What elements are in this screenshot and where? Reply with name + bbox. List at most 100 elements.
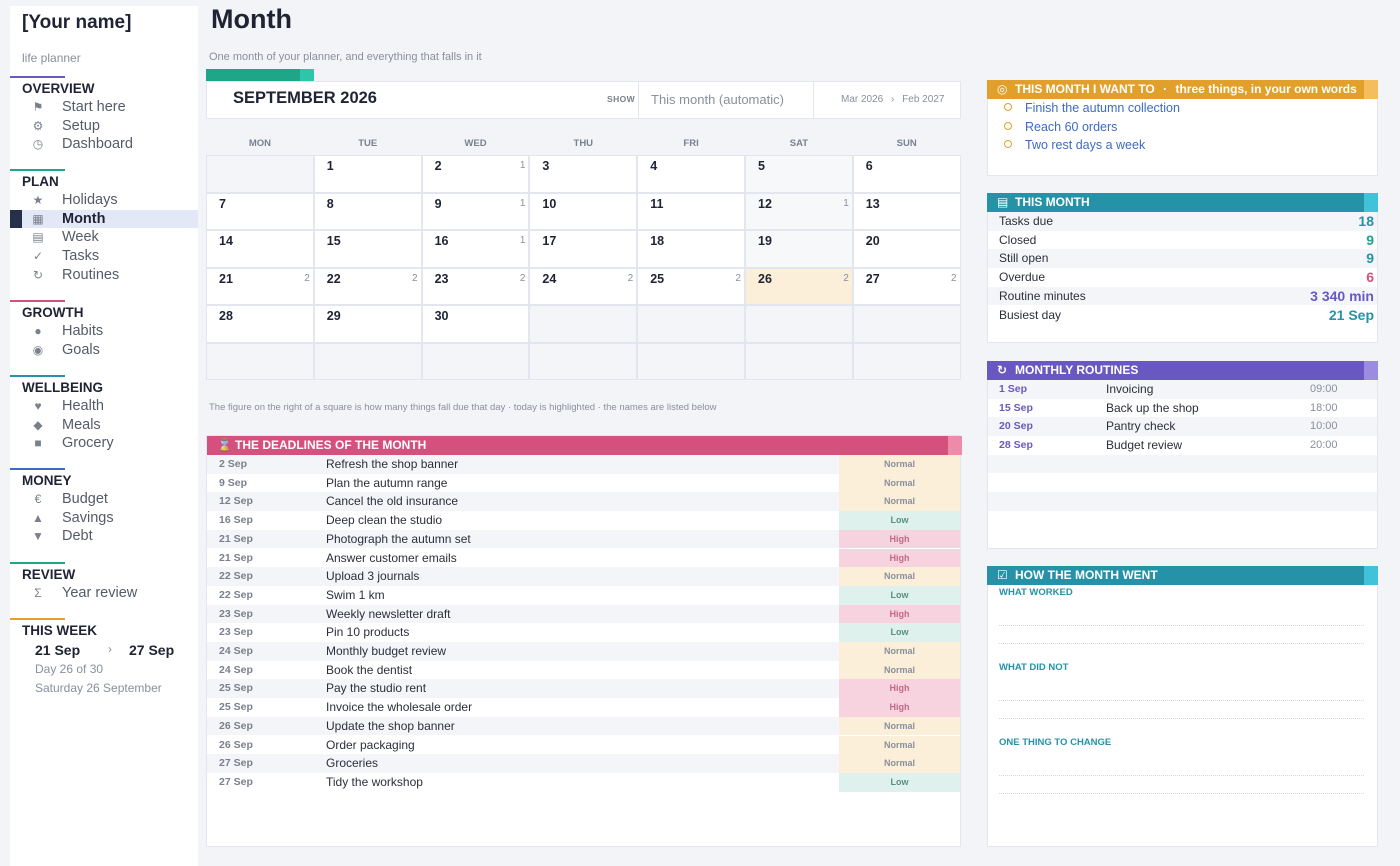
deadline-date: 26 Sep [219,738,253,751]
deadline-row[interactable]: 21 Sep Answer customer emails High [207,548,960,568]
calendar-day[interactable]: 14 [206,230,314,268]
sidebar-item-tasks[interactable]: ✓ Tasks [10,247,198,266]
day-number: 17 [542,234,557,248]
review-line[interactable] [999,700,1364,701]
calendar-day[interactable]: 30 [421,305,530,343]
review-line[interactable] [999,643,1364,644]
deadline-row[interactable]: 25 Sep Pay the studio rent High [207,679,960,699]
sidebar-item-setup[interactable]: ⚙ Setup [10,117,198,136]
deadline-row[interactable]: 21 Sep Photograph the autumn set High [207,529,960,549]
circle-icon [1004,140,1012,149]
deadline-row[interactable]: 23 Sep Weekly newsletter draft High [207,604,960,624]
calendar-day[interactable]: 15 [313,230,422,268]
refresh-icon: ↻ [997,363,1008,377]
calendar-day[interactable]: 11 [637,192,745,230]
deadline-row[interactable]: 16 Sep Deep clean the studio Low [207,511,960,530]
deadline-row[interactable]: 25 Sep Invoice the wholesale order High [207,698,960,717]
calendar-day[interactable]: 24 2 [529,267,638,305]
deadline-row[interactable]: 24 Sep Monthly budget review Normal [207,642,960,661]
calendar-day[interactable]: 6 [852,155,961,193]
calendar-day[interactable]: 17 [529,230,638,268]
sidebar-item-habits[interactable]: ● Habits [10,322,198,341]
routine-row-empty [988,492,1377,511]
deadline-title: Weekly newsletter draft [326,606,451,621]
deadline-row[interactable]: 27 Sep Tidy the workshop Low [207,772,960,792]
sidebar-item-budget[interactable]: € Budget [10,490,198,509]
sidebar-item-holidays[interactable]: ★ Holidays [10,191,198,210]
show-label: SHOW [607,94,636,104]
calendar-day[interactable]: 10 [529,192,638,230]
deadline-row[interactable]: 27 Sep Groceries Normal [207,754,960,773]
deadline-row[interactable]: 26 Sep Update the shop banner Normal [207,716,960,736]
calendar-day[interactable]: 21 2 [206,267,314,305]
calendar-day[interactable]: 5 [745,155,853,193]
calendar-empty-cell [745,305,853,343]
deadline-row[interactable]: 22 Sep Swim 1 km Low [207,585,960,605]
review-line[interactable] [999,718,1364,719]
calendar-day[interactable]: 12 1 [745,192,853,230]
deadline-row[interactable]: 2 Sep Refresh the shop banner Normal [207,455,960,474]
show-select[interactable]: This month (automatic) [638,82,814,118]
review-line[interactable] [999,775,1364,776]
calendar-day[interactable]: 8 [313,192,422,230]
priority-badge: Normal [839,754,960,773]
calendar-day[interactable]: 27 2 [852,267,961,305]
sidebar-item-goals[interactable]: ◉ Goals [10,341,198,360]
sidebar-item-health[interactable]: ♥ Health [10,397,198,416]
calendar-day[interactable]: 7 [206,192,314,230]
calendar-grid-icon: ▦ [32,211,44,226]
sidebar-item-start-here[interactable]: ⚑ Start here [10,98,198,117]
goal-item[interactable]: Reach 60 orders [1004,120,1117,134]
goal-item[interactable]: Two rest days a week [1004,138,1145,152]
calendar-day[interactable]: 13 [852,192,961,230]
due-count: 2 [951,272,957,284]
sidebar-item-routines[interactable]: ↻ Routines [10,266,198,285]
review-line[interactable] [999,793,1364,794]
deadline-row[interactable]: 12 Sep Cancel the old insurance Normal [207,492,960,512]
sidebar-item-savings[interactable]: ▲ Savings [10,509,198,528]
calendar-day[interactable]: 18 [637,230,745,268]
sidebar-item-month[interactable]: ▦ Month [10,209,198,229]
deadline-row[interactable]: 24 Sep Book the dentist Normal [207,660,960,680]
goal-item[interactable]: Finish the autumn collection [1004,101,1180,115]
month-range: Mar 2026 › Feb 2027 [841,94,944,105]
sidebar-item-week[interactable]: ▤ Week [10,228,198,247]
calendar-day[interactable]: 1 [313,155,422,193]
calendar-day[interactable]: 22 2 [313,267,422,305]
calendar-day[interactable]: 16 1 [421,230,530,268]
calendar-day[interactable]: 19 [745,230,853,268]
deadline-row[interactable]: 22 Sep Upload 3 journals Normal [207,567,960,586]
calendar-day[interactable]: 3 [529,155,638,193]
sidebar-item-meals[interactable]: ◆ Meals [10,416,198,435]
sidebar-item-year-review[interactable]: Σ Year review [10,584,198,603]
brand-subtitle: life planner [22,51,81,65]
sidebar-item-grocery[interactable]: ■ Grocery [10,434,198,453]
calendar-day[interactable]: 4 [637,155,745,193]
sidebar-item-label: Savings [62,509,114,526]
goals-title: THIS MONTH I WANT TO [1015,82,1155,96]
deadline-row[interactable]: 23 Sep Pin 10 products Low [207,623,960,642]
sidebar-item-dashboard[interactable]: ◷ Dashboard [10,135,198,154]
review-line[interactable] [999,625,1364,626]
deadline-row[interactable]: 26 Sep Order packaging Normal [207,735,960,755]
routine-row[interactable]: 20 Sep Pantry check 10:00 [988,417,1377,437]
deadline-row[interactable]: 9 Sep Plan the autumn range Normal [207,473,960,493]
calendar-day[interactable]: 29 [313,305,422,343]
calendar-day[interactable]: 20 [852,230,961,268]
deadline-date: 21 Sep [219,551,253,564]
goals-header: ◎ THIS MONTH I WANT TO · three things, i… [987,80,1378,99]
routine-row[interactable]: 1 Sep Invoicing 09:00 [988,380,1377,399]
calendar-day[interactable]: 28 [206,305,314,343]
calendar-day[interactable]: 26 2 [745,267,853,305]
sidebar-item-label: Debt [62,528,93,545]
routine-row[interactable]: 28 Sep Budget review 20:00 [988,436,1377,455]
header-tab [948,436,962,455]
header-tab [1364,566,1378,585]
sidebar-item-debt[interactable]: ▼ Debt [10,527,198,546]
calendar-day[interactable]: 23 2 [421,267,530,305]
calendar-day[interactable]: 25 2 [637,267,745,305]
target-icon: ◉ [32,342,44,357]
routine-row[interactable]: 15 Sep Back up the shop 18:00 [988,399,1377,418]
